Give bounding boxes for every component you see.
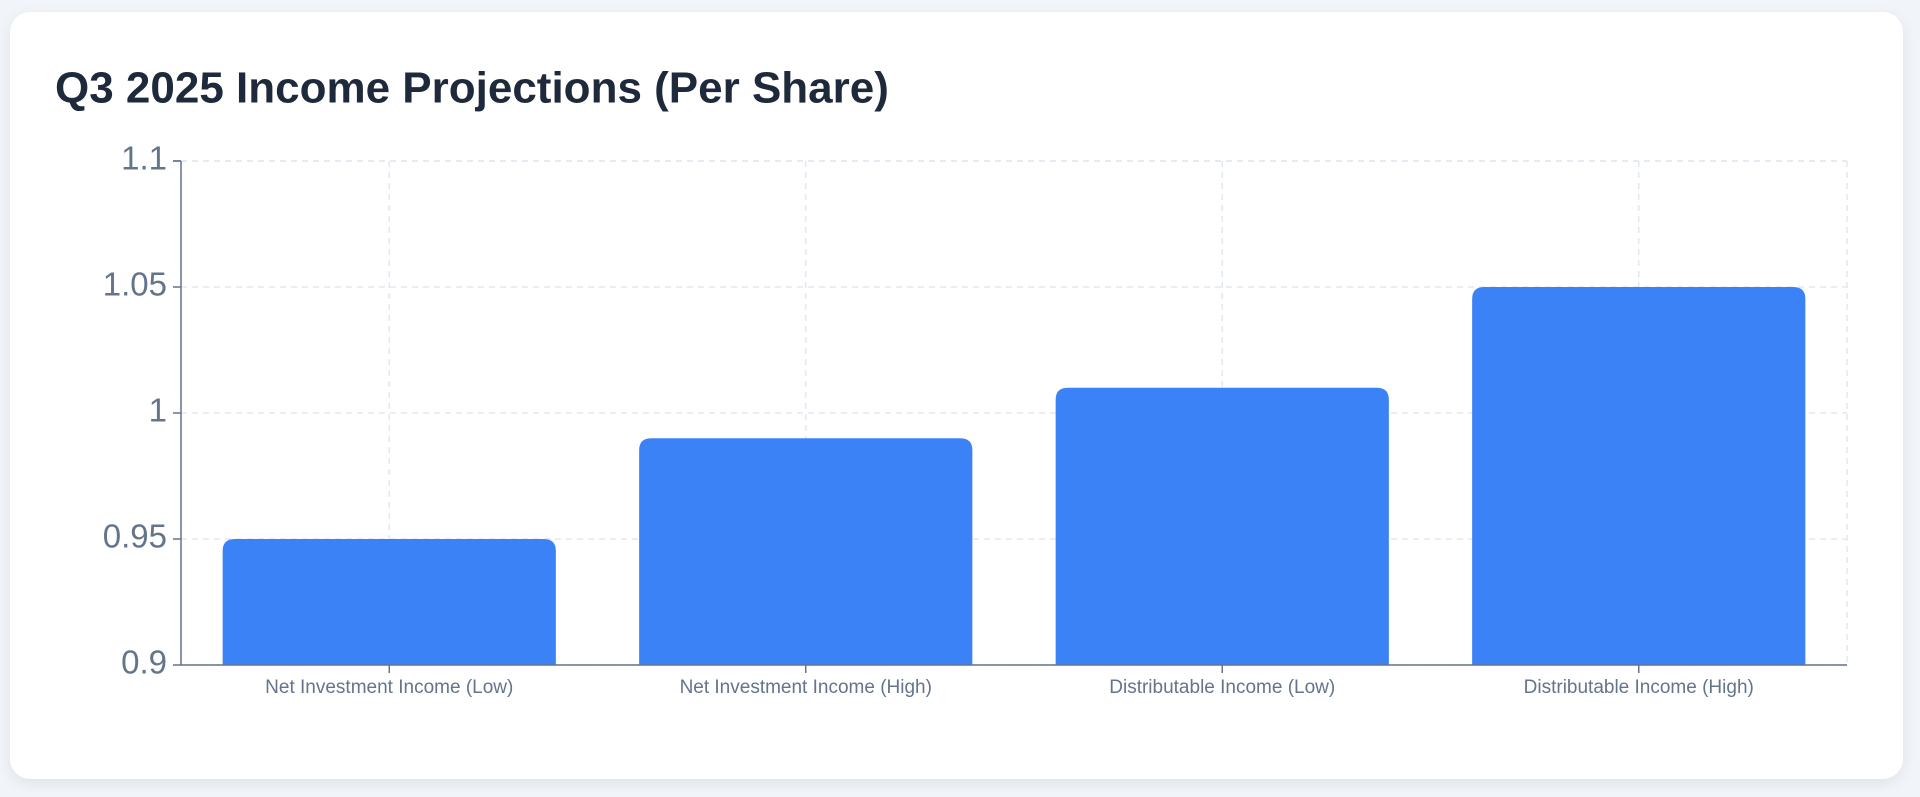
bar	[1055, 387, 1389, 665]
y-tick-label: 1.05	[103, 266, 167, 303]
bar	[1472, 287, 1806, 665]
x-tick-label: Distributable Income (Low)	[1109, 677, 1335, 698]
y-tick-label: 0.9	[121, 644, 167, 681]
chart-title: Q3 2025 Income Projections (Per Share)	[55, 64, 889, 113]
bar	[639, 438, 973, 665]
y-tick-label: 1.1	[121, 140, 167, 177]
x-tick-label: Net Investment Income (High)	[680, 677, 932, 698]
x-tick-label: Distributable Income (High)	[1524, 677, 1754, 698]
bar	[222, 539, 556, 665]
x-tick-label: Net Investment Income (Low)	[265, 677, 513, 698]
y-tick-label: 0.95	[103, 518, 167, 555]
y-tick-label: 1	[149, 392, 167, 429]
